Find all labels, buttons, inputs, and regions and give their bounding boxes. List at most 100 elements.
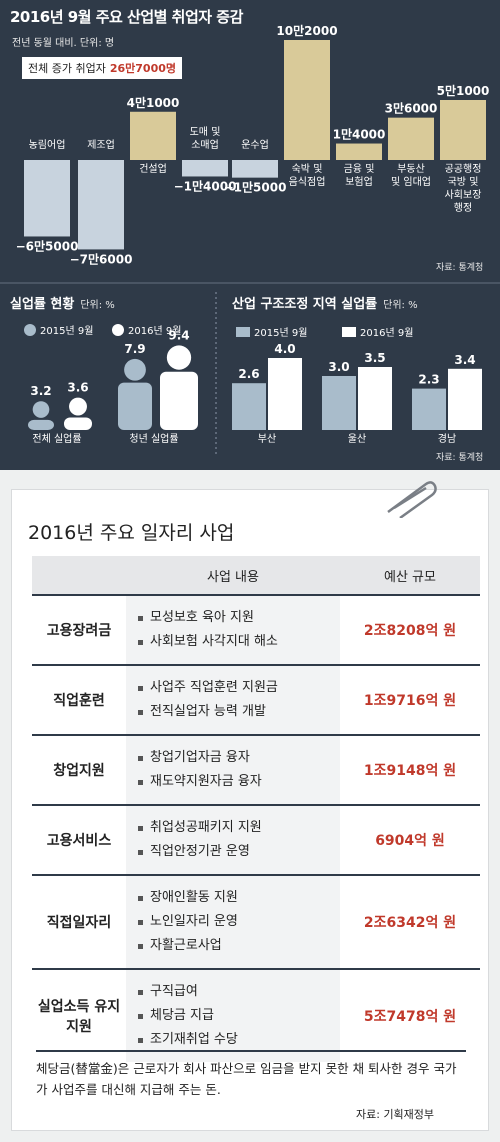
restr-legend-2016: 2016년 9월 (342, 324, 413, 339)
industry-category-label: 숙박 및 음식점업 (289, 163, 326, 188)
category-cell: 실업소득 유지 지원 (32, 968, 126, 1062)
bullet-icon (138, 780, 143, 785)
unemployment-value-label: 7.9 (124, 342, 145, 356)
total-value: 26만7000명 (109, 62, 177, 75)
industry-category-label: 운수업 (241, 138, 269, 151)
bullet-icon (138, 1038, 143, 1043)
bullet-icon (138, 826, 143, 831)
header-content: 사업 내용 (126, 556, 340, 595)
person-icon (24, 323, 36, 336)
content-cell: 모성보호 육아 지원 사회보험 사각지대 해소 (126, 594, 340, 665)
industry-bar (232, 160, 278, 178)
person-head (124, 358, 146, 381)
industry-category-label: 제조업 (87, 138, 115, 151)
region-bar (232, 383, 266, 430)
total-employment-box: 전체 증가 취업자 26만7000명 (22, 57, 183, 79)
bullet-icon (138, 850, 143, 855)
unemployment-category-label: 전체 실업률 (32, 432, 81, 445)
unemployment-value-label: 9.4 (168, 328, 189, 342)
table-row: 직접일자리 장애인활동 지원 노인일자리 운영 자활근로사업 2조6342억 원 (32, 874, 480, 969)
industry-value-label: −7만6000 (70, 251, 133, 266)
category-cell: 고용장려금 (32, 594, 126, 665)
region-category-label: 울산 (348, 433, 366, 445)
bullet-icon (138, 896, 143, 901)
content-item: 사업주 직업훈련 지원금 (138, 676, 328, 700)
industry-bar (182, 160, 228, 177)
region-value-label: 2.6 (238, 367, 259, 381)
chart-title: 2016년 9월 주요 산업별 취업자 증감 (10, 8, 243, 26)
table-row: 창업지원 창업기업자금 융자 재도약지원자금 융자 1조9148억 원 (32, 734, 480, 805)
budget-cell: 1조9148억 원 (340, 734, 480, 805)
table-row: 실업소득 유지 지원 구직급여 체당금 지급 조기재취업 수당 5조7478억 원 (32, 968, 480, 1062)
unemployment-charts: 3.2 3.6 전체 실업률 7.9 9.4 청년 실업률 2.6 4.0 부산 3.0 3.5 울산… (28, 292, 482, 454)
industry-value-label: 4만1000 (127, 95, 180, 110)
content-item: 자활근로사업 (138, 934, 328, 958)
unemployment-title: 실업률 현황 단위: % (10, 297, 115, 312)
region-value-label: 3.4 (454, 353, 475, 367)
restr-legend-2015: 2015년 9월 (236, 324, 307, 339)
industry-category-label: 농림어업 (29, 138, 66, 151)
unemployment-person-bar (28, 419, 54, 430)
bullet-icon (138, 990, 143, 995)
category-cell: 고용서비스 (32, 804, 126, 875)
unemployment-value-label: 3.6 (67, 381, 88, 395)
content-item: 직업안정기관 운영 (138, 840, 328, 864)
jobs-program-table: 사업 내용 예산 규모 고용장려금 모성보호 육아 지원 사회보험 사각지대 해소 2… (32, 556, 480, 1062)
unemployment-value-label: 3.2 (30, 384, 51, 398)
content-cell: 사업주 직업훈련 지원금 전직실업자 능력 개발 (126, 664, 340, 735)
category-cell: 직접일자리 (32, 874, 126, 969)
unemp-legend-2015: 2015년 9월 (24, 322, 93, 337)
table-row: 직업훈련 사업주 직업훈련 지원금 전직실업자 능력 개발 1조9716억 원 (32, 664, 480, 735)
paperclip-icon (387, 481, 437, 518)
total-label: 전체 증가 취업자 (28, 62, 106, 75)
industry-value-label: −6만5000 (16, 238, 79, 253)
content-item: 재도약지원자금 융자 (138, 770, 328, 794)
region-bar (322, 376, 356, 430)
header-category (32, 556, 126, 595)
content-item: 노인일자리 운영 (138, 910, 328, 934)
restructuring-unit: 단위: % (383, 300, 418, 311)
industry-bar (336, 143, 382, 160)
person-head (166, 345, 192, 370)
category-cell: 창업지원 (32, 734, 126, 805)
bullet-icon (138, 944, 143, 949)
bullet-icon (138, 920, 143, 925)
person-head (69, 397, 87, 416)
industry-category-label: 부동산 및 임대업 (391, 163, 431, 188)
industry-bar (284, 40, 330, 160)
unemployment-person-bar (118, 382, 152, 430)
budget-cell: 2조8208억 원 (340, 594, 480, 665)
restr-source: 자료: 통계청 (436, 453, 484, 463)
region-bar (358, 367, 392, 430)
industry-bar-chart: −6만5000−7만6000 4만1000 −1만4000−1만5000 10만200… (16, 23, 490, 266)
unemployment-category-label: 청년 실업률 (129, 432, 178, 445)
person-head (32, 401, 50, 418)
unemp-legend-2016: 2016년 9월 (112, 322, 181, 337)
header-budget: 예산 규모 (340, 556, 480, 595)
content-item: 전직실업자 능력 개발 (138, 700, 328, 724)
person-icon (112, 323, 124, 336)
budget-cell: 1조9716억 원 (340, 664, 480, 735)
restructuring-title: 산업 구조조정 지역 실업률 단위: % (232, 297, 418, 312)
budget-cell: 2조6342억 원 (340, 874, 480, 969)
content-item: 사회보험 사각지대 해소 (138, 630, 328, 654)
industry-category-label: 도매 및 소매업 (190, 126, 221, 151)
region-bar (448, 368, 482, 430)
region-bar (412, 388, 446, 430)
table-row: 고용서비스 취업성공패키지 지원 직업안정기관 운영 6904억 원 (32, 804, 480, 875)
table-source: 자료: 기획재정부 (356, 1108, 435, 1121)
content-item: 취업성공패키지 지원 (138, 816, 328, 840)
chart-subtitle: 전년 동월 대비. 단위: 명 (12, 38, 115, 49)
industry-value-label: −1만4000 (174, 178, 237, 193)
content-cell: 취업성공패키지 지원 직업안정기관 운영 (126, 804, 340, 875)
bullet-icon (138, 756, 143, 761)
content-item: 체당금 지급 (138, 1004, 328, 1028)
content-item: 조기재취업 수당 (138, 1028, 328, 1052)
bullet-icon (138, 1014, 143, 1019)
industry-value-label: 3만6000 (385, 101, 438, 116)
industry-category-label: 공공행정 국방 및 사회보장 행정 (445, 163, 482, 214)
section-divider (0, 282, 500, 284)
industry-bar (388, 117, 434, 160)
industry-bar (78, 160, 124, 250)
table-title: 2016년 주요 일자리 사업 (28, 522, 235, 544)
